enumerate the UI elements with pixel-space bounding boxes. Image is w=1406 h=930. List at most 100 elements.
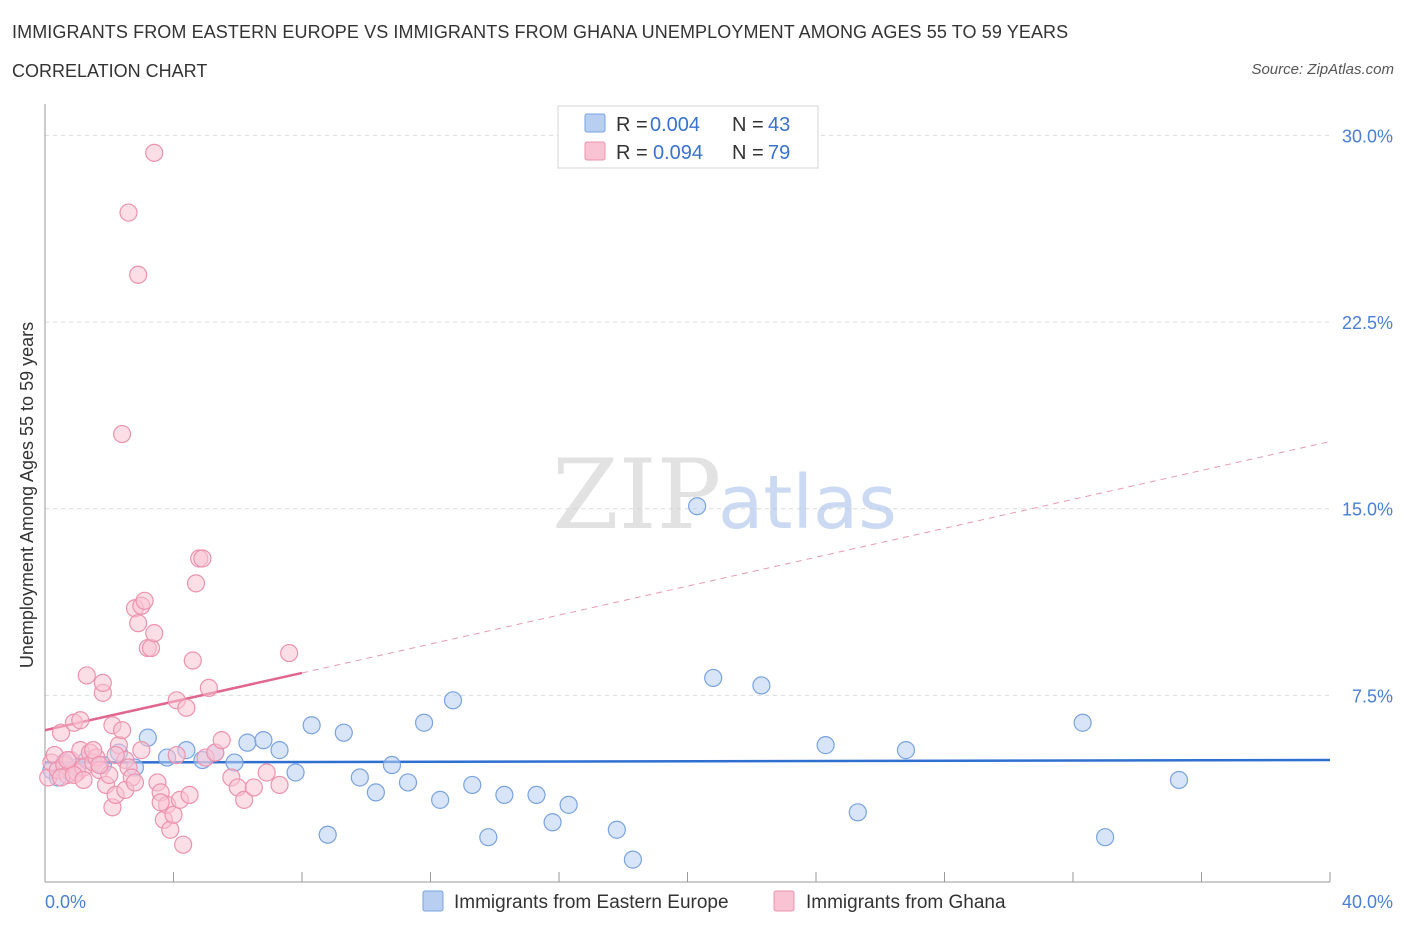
point-eastern-europe xyxy=(270,741,289,760)
point-eastern-europe xyxy=(607,820,626,839)
bottom-legend-swatch-eastern-europe xyxy=(422,890,444,912)
chart-title: IMMIGRANTS FROM EASTERN EUROPE VS IMMIGR… xyxy=(12,22,1069,42)
point-eastern-europe xyxy=(1073,713,1092,732)
point-eastern-europe xyxy=(559,795,578,814)
point-ghana xyxy=(112,721,132,740)
point-eastern-europe xyxy=(896,741,916,760)
legend-n-value-1: 43 xyxy=(768,114,790,136)
bottom-legend: Immigrants from Eastern Europe Immigrant… xyxy=(422,890,1006,913)
point-eastern-europe xyxy=(623,850,642,869)
point-ghana xyxy=(112,424,132,444)
point-eastern-europe xyxy=(382,755,402,775)
legend-swatch-ghana xyxy=(584,141,606,161)
point-eastern-europe xyxy=(752,676,771,695)
point-ghana xyxy=(51,723,71,742)
point-ghana xyxy=(177,698,196,717)
y-axis-label: Unemployment Among Ages 55 to 59 years xyxy=(17,322,37,668)
legend-n-label-2: N = xyxy=(732,142,764,164)
point-ghana xyxy=(212,731,231,750)
point-ghana xyxy=(71,711,90,730)
point-ghana xyxy=(129,614,148,633)
point-eastern-europe xyxy=(302,716,321,735)
point-ghana xyxy=(77,666,96,685)
point-eastern-europe xyxy=(286,763,305,782)
point-eastern-europe xyxy=(443,691,463,710)
point-ghana xyxy=(74,770,93,790)
x-tick-label-min: 0.0% xyxy=(45,892,86,912)
legend-r-value-1: 0.004 xyxy=(650,114,700,136)
point-eastern-europe xyxy=(1096,828,1115,847)
point-ghana xyxy=(106,745,125,765)
point-eastern-europe xyxy=(495,785,514,804)
point-ghana xyxy=(90,755,109,775)
legend-n-value-2: 79 xyxy=(768,142,790,164)
point-ghana xyxy=(183,651,202,670)
point-eastern-europe xyxy=(254,731,273,750)
point-ghana xyxy=(135,591,154,610)
point-ghana xyxy=(145,143,164,162)
point-ghana xyxy=(125,773,145,792)
legend-r-label-1: R = xyxy=(616,114,648,136)
y-tick-label-2: 22.5% xyxy=(1342,313,1393,333)
gridlines xyxy=(45,134,1330,696)
point-eastern-europe xyxy=(688,497,707,516)
point-ghana xyxy=(145,624,164,643)
point-eastern-europe xyxy=(1169,770,1189,790)
chart-subtitle: CORRELATION CHART xyxy=(12,61,208,81)
trend-line-eastern-europe xyxy=(44,758,1331,764)
point-eastern-europe xyxy=(350,768,369,787)
bottom-legend-label-ghana: Immigrants from Ghana xyxy=(806,892,1006,913)
bottom-legend-label-eastern-europe: Immigrants from Eastern Europe xyxy=(454,892,729,913)
y-tick-label-0: 7.5% xyxy=(1352,686,1393,706)
source-credit: Source: ZipAtlas.com xyxy=(1251,61,1394,78)
point-eastern-europe xyxy=(527,785,546,804)
point-ghana xyxy=(167,745,186,765)
legend-r-label-2: R = xyxy=(616,142,648,164)
data-points xyxy=(39,143,1189,869)
legend-n-label-1: N = xyxy=(732,114,764,136)
point-ghana xyxy=(199,678,218,697)
point-eastern-europe xyxy=(431,790,450,809)
point-ghana xyxy=(93,673,112,693)
point-ghana xyxy=(235,790,254,809)
point-eastern-europe xyxy=(318,825,337,844)
point-ghana xyxy=(161,820,180,839)
point-eastern-europe xyxy=(543,813,562,832)
point-ghana xyxy=(244,778,263,797)
axes xyxy=(44,104,1331,883)
point-eastern-europe xyxy=(463,775,482,795)
point-ghana xyxy=(186,574,206,593)
legend-r-value-2: 0.094 xyxy=(653,142,703,164)
legend: R = 0.004 N = 43 R = 0.094 N = 79 xyxy=(557,105,819,169)
point-ghana xyxy=(280,643,299,663)
x-tick-labels: 0.0% 40.0% xyxy=(45,892,1393,912)
watermark-atlas: atlas xyxy=(718,460,897,546)
point-eastern-europe xyxy=(366,783,385,802)
point-ghana xyxy=(257,763,276,782)
x-tick-label-max: 40.0% xyxy=(1342,892,1393,912)
point-ghana xyxy=(180,785,199,804)
point-ghana xyxy=(129,265,148,284)
point-eastern-europe xyxy=(238,733,257,752)
watermark-zip: ZIP xyxy=(552,439,721,551)
point-ghana xyxy=(270,775,289,795)
point-eastern-europe xyxy=(225,753,244,772)
point-ghana xyxy=(174,835,193,854)
point-eastern-europe xyxy=(334,723,353,742)
y-tick-label-3: 30.0% xyxy=(1342,126,1393,146)
point-ghana xyxy=(141,638,161,658)
point-eastern-europe xyxy=(816,736,835,755)
y-tick-label-1: 15.0% xyxy=(1342,500,1393,520)
point-eastern-europe xyxy=(704,668,723,688)
y-tick-labels: 7.5% 15.0% 22.5% 30.0% xyxy=(1342,126,1393,706)
legend-swatch-eastern-europe xyxy=(584,113,606,133)
point-eastern-europe xyxy=(398,773,418,792)
point-ghana xyxy=(119,203,138,222)
point-eastern-europe xyxy=(479,828,498,847)
watermark: ZIP atlas xyxy=(552,439,897,551)
point-eastern-europe xyxy=(414,713,434,732)
point-ghana xyxy=(193,549,212,568)
point-ghana xyxy=(151,793,170,812)
point-eastern-europe xyxy=(848,803,867,822)
